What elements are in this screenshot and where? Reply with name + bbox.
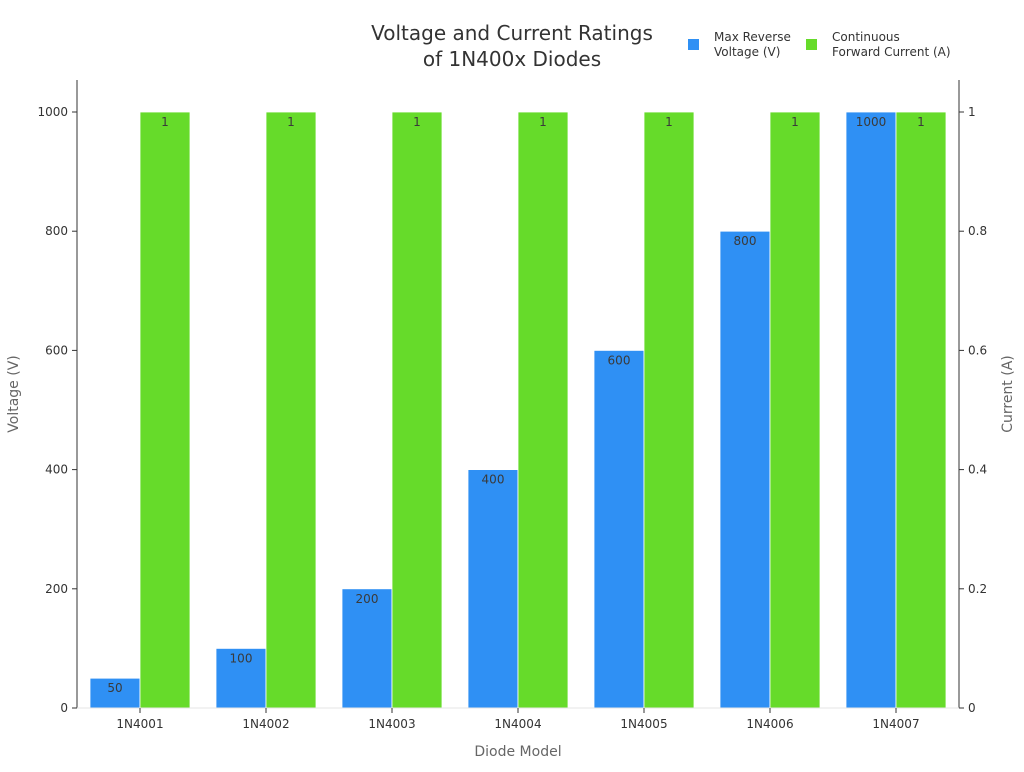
right-tick-label: 1 [968,105,976,119]
bar-current-1N4002 [265,111,317,709]
x-tick-label: 1N4002 [242,717,289,731]
bar-current-1N4006 [769,111,821,709]
bar-current-1N4003 [391,111,443,709]
bar-voltage-1N4007 [845,111,897,709]
left-tick-label: 200 [45,582,68,596]
x-tick-label: 1N4004 [494,717,541,731]
left-tick-label: 400 [45,463,68,477]
left-tick-label: 1000 [37,105,68,119]
x-tick-label: 1N4003 [368,717,415,731]
y-axis-title-right: Current (A) [1000,355,1016,433]
data-label-voltage-1N4002: 100 [230,651,253,665]
right-tick-label: 0.8 [968,224,987,238]
data-label-voltage-1N4006: 800 [734,234,757,248]
chart-title-line: Voltage and Current Ratings [371,21,653,45]
data-label-current-1N4005: 1 [665,115,673,129]
data-label-current-1N4001: 1 [161,115,169,129]
bar-voltage-1N4005 [593,349,645,709]
x-tick-label: 1N4006 [746,717,793,731]
data-label-voltage-1N4001: 50 [107,681,122,695]
data-label-voltage-1N4003: 200 [356,592,379,606]
bar-current-1N4004 [517,111,569,709]
bar-current-1N4001 [139,111,191,709]
left-tick-label: 0 [60,701,68,715]
x-tick-label: 1N4001 [116,717,163,731]
bar-current-1N4005 [643,111,695,709]
right-tick-label: 0.6 [968,343,987,357]
x-tick-label: 1N4007 [872,717,919,731]
data-label-voltage-1N4005: 600 [608,353,631,367]
bar-voltage-1N4002 [215,648,267,709]
left-tick-label: 800 [45,224,68,238]
legend-label-current: Forward Current (A) [832,45,951,59]
bar-voltage-1N4003 [341,588,393,709]
data-label-current-1N4002: 1 [287,115,295,129]
data-label-voltage-1N4004: 400 [482,473,505,487]
chart-title-line: of 1N400x Diodes [423,47,601,71]
data-label-voltage-1N4007: 1000 [856,115,887,129]
data-label-current-1N4007: 1 [917,115,925,129]
right-tick-label: 0 [968,701,976,715]
legend-swatch-voltage [688,39,699,50]
legend-swatch-current [806,39,817,50]
bar-voltage-1N4004 [467,469,519,709]
x-axis-title: Diode Model [474,744,561,760]
right-tick-label: 0.4 [968,463,987,477]
data-label-current-1N4003: 1 [413,115,421,129]
x-tick-label: 1N4005 [620,717,667,731]
data-label-current-1N4006: 1 [791,115,799,129]
legend-label-voltage: Voltage (V) [714,45,780,59]
bar-voltage-1N4006 [719,230,771,709]
bar-current-1N4007 [895,111,947,709]
data-label-current-1N4004: 1 [539,115,547,129]
legend-label-voltage: Max Reverse [714,30,791,44]
bar-voltage-1N4001 [89,677,141,709]
right-tick-label: 0.2 [968,582,987,596]
y-axis-title-left: Voltage (V) [6,355,22,432]
left-tick-label: 600 [45,343,68,357]
legend-label-current: Continuous [832,30,900,44]
